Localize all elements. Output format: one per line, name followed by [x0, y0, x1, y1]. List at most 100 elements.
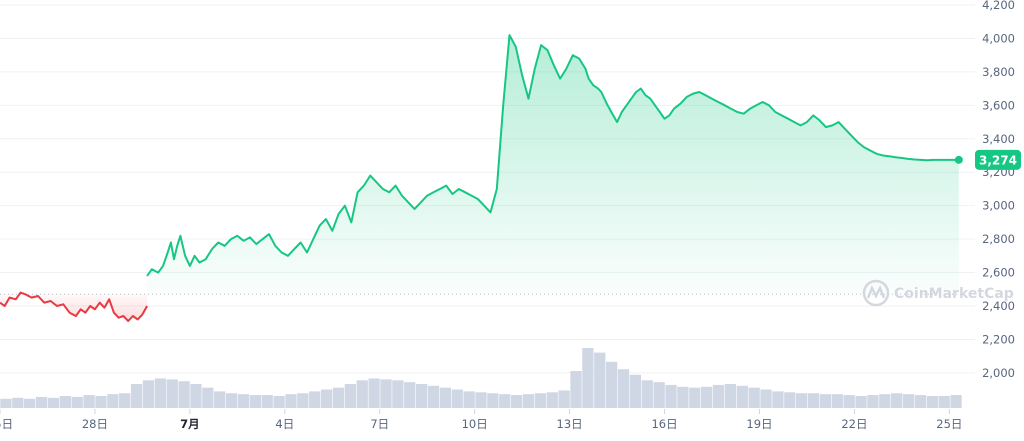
volume-bar	[297, 393, 309, 408]
y-tick-label: 2,800	[982, 232, 1015, 246]
volume-bar	[427, 385, 440, 408]
volume-bar	[142, 380, 155, 408]
current-price-badge	[975, 149, 1021, 170]
volume-bar	[35, 396, 48, 408]
current-price-dot	[954, 155, 963, 164]
volume-bar	[24, 398, 36, 408]
y-tick-label: 2,200	[982, 332, 1015, 346]
volume-bar	[95, 396, 107, 408]
volume-bar	[914, 395, 927, 408]
volume-bar	[748, 387, 760, 408]
volume-bar	[178, 381, 190, 408]
x-axis-ticks: 25日 28日 7月 4日 7日 10日 13日 16日 19日 22日 25日	[0, 409, 962, 431]
x-tick-label: 7日	[370, 417, 389, 431]
volume-bar	[796, 393, 808, 408]
volume-bar	[392, 380, 404, 408]
volume-bar	[582, 348, 594, 408]
x-tick-label: 25日	[936, 417, 962, 431]
x-tick-label: 22日	[841, 417, 867, 431]
volume-bar	[463, 391, 475, 408]
x-tick-label: 13日	[557, 417, 583, 431]
volume-bar	[522, 394, 535, 408]
volume-bar	[701, 386, 713, 408]
series-line	[0, 291, 148, 322]
current-price-tag: 3,274	[954, 149, 1021, 170]
volume-bar	[867, 395, 879, 408]
series-line	[146, 34, 959, 277]
volume-bar	[772, 391, 784, 408]
volume-bar	[629, 374, 642, 408]
y-tick-label: 2,000	[982, 366, 1015, 380]
volume-bar	[950, 395, 962, 408]
volume-bar	[273, 396, 285, 408]
volume-bar	[237, 394, 250, 408]
volume-bar	[190, 384, 202, 408]
x-tick-label: 7月	[180, 417, 200, 431]
volume-bar	[166, 379, 178, 408]
volume-bar	[320, 389, 333, 408]
volume-bar	[487, 393, 499, 408]
volume-bar	[843, 395, 855, 408]
volume-bar	[712, 384, 725, 408]
volume-bar	[736, 385, 748, 408]
y-tick-label: 3,400	[982, 132, 1015, 146]
y-tick-label: 3,800	[982, 65, 1015, 79]
y-axis-ticks: 2,0002,2002,4002,6002,8003,0003,2003,400…	[982, 0, 1015, 380]
price-lines	[0, 34, 959, 322]
volume-bar	[891, 393, 903, 408]
volume-bar	[546, 392, 558, 408]
volume-bar	[380, 379, 392, 408]
coinmarketcap-watermark: CoinMarketCap	[862, 279, 1014, 307]
volume-bar	[534, 393, 547, 408]
volume-bars	[0, 348, 962, 408]
volume-bar	[439, 387, 452, 408]
volume-bar	[154, 378, 166, 408]
x-tick-label: 25日	[0, 417, 13, 431]
volume-bar	[724, 384, 737, 408]
volume-bar	[249, 395, 261, 408]
volume-bar	[677, 386, 689, 408]
y-tick-label: 2,600	[982, 266, 1015, 280]
volume-bar	[641, 380, 653, 408]
y-tick-label: 4,200	[982, 0, 1015, 12]
volume-bar	[653, 382, 665, 408]
volume-bar	[926, 396, 938, 408]
x-tick-label: 28日	[82, 417, 108, 431]
volume-bar	[819, 394, 832, 408]
volume-bar	[807, 393, 820, 408]
x-tick-label: 4日	[275, 417, 294, 431]
volume-bar	[368, 378, 380, 408]
price-area	[0, 35, 959, 321]
volume-bar	[107, 394, 119, 408]
volume-bar	[59, 396, 71, 408]
x-tick-label: 10日	[462, 417, 488, 431]
volume-bar	[332, 387, 345, 408]
volume-bar	[760, 389, 772, 408]
volume-bar	[665, 384, 677, 408]
volume-bar	[47, 397, 60, 408]
series-area	[147, 35, 959, 295]
volume-bar	[689, 387, 701, 408]
watermark-logo-glyph	[866, 284, 886, 299]
volume-bar	[499, 394, 511, 408]
volume-bar	[71, 396, 83, 408]
volume-bar	[261, 395, 273, 408]
volume-bar	[938, 396, 950, 408]
volume-bar	[570, 371, 582, 408]
current-price-label: 3,274	[979, 153, 1017, 167]
volume-bar	[309, 391, 321, 408]
watermark-text: CoinMarketCap	[894, 286, 1014, 302]
x-tick-label: 16日	[651, 417, 677, 431]
volume-bar	[451, 389, 463, 408]
volume-bar	[902, 394, 915, 408]
volume-bar	[404, 382, 416, 408]
y-tick-label: 3,600	[982, 98, 1015, 112]
volume-bar	[0, 398, 12, 408]
volume-bar	[475, 392, 487, 408]
volume-bar	[510, 395, 523, 408]
volume-bar	[356, 380, 368, 408]
volume-bar	[831, 394, 843, 408]
volume-bar	[214, 391, 226, 408]
